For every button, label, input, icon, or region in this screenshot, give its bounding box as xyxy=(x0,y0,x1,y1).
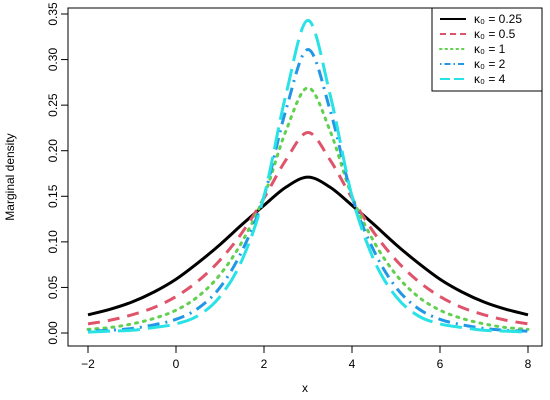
y-tick-label: 0.15 xyxy=(46,184,60,208)
x-axis: −2 0 2 4 6 8 xyxy=(81,346,532,371)
y-axis: 0.00 0.05 0.10 0.15 0.20 0.25 0.30 0.35 xyxy=(46,2,68,345)
x-axis-title: x xyxy=(302,381,308,395)
series-line-3 xyxy=(86,86,530,331)
x-tick-label: −2 xyxy=(81,357,95,371)
series-line-2 xyxy=(87,130,529,326)
plot-frame xyxy=(67,7,543,347)
x-tick-label: 8 xyxy=(525,357,532,371)
y-tick-label: 0.10 xyxy=(46,230,60,254)
legend-label-2: κ₀ = 0.5 xyxy=(474,27,516,41)
series-line-1 xyxy=(87,175,529,317)
series-line-5 xyxy=(87,18,529,334)
series-line-4 xyxy=(87,48,529,333)
legend-label-1: κ₀ = 0.25 xyxy=(474,12,522,26)
y-tick-label: 0.35 xyxy=(46,2,60,26)
y-tick-label: 0.25 xyxy=(46,93,60,117)
x-tick-label: 0 xyxy=(173,357,180,371)
x-tick-label: 6 xyxy=(437,357,444,371)
series-lines xyxy=(86,18,530,334)
legend-label-5: κ₀ = 4 xyxy=(474,72,506,86)
y-tick-label: 0.05 xyxy=(46,275,60,299)
y-tick-label: 0.00 xyxy=(46,321,60,345)
y-tick-label: 0.30 xyxy=(46,48,60,72)
legend-label-3: κ₀ = 1 xyxy=(474,42,506,56)
x-tick-label: 2 xyxy=(261,357,268,371)
y-axis-title: Marginal density xyxy=(3,133,17,220)
x-tick-label: 4 xyxy=(349,357,356,371)
legend-label-4: κ₀ = 2 xyxy=(474,57,506,71)
y-tick-label: 0.20 xyxy=(46,139,60,163)
